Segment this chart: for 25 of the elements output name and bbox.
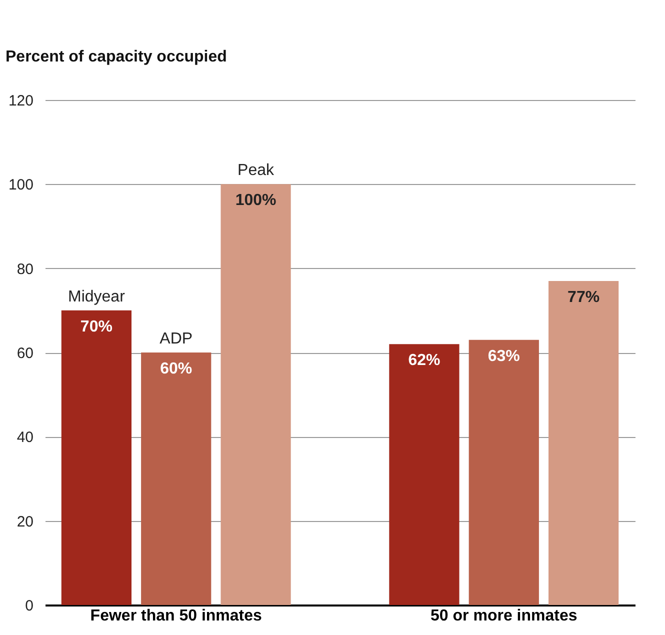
data-label: 70% — [80, 318, 112, 336]
series-label: ADP — [160, 330, 193, 348]
bar — [389, 344, 460, 605]
x-tick-label: 50 or more inmates — [430, 608, 578, 624]
bar — [468, 340, 539, 605]
series-label: Peak — [238, 162, 276, 180]
x-tick-label: Fewer than 50 inmates — [90, 608, 262, 624]
y-tick-label: 40 — [16, 429, 34, 446]
y-tick-label: 120 — [8, 92, 34, 110]
y-tick-label: 20 — [16, 513, 34, 530]
data-label: 100% — [235, 192, 276, 210]
y-tick-label: 60 — [16, 345, 34, 362]
y-axis-title: Percent of capacity occupied — [6, 48, 227, 66]
series-label: Midyear — [68, 288, 126, 306]
y-tick-label: 100 — [8, 176, 34, 194]
bar — [61, 310, 132, 605]
data-label: 60% — [160, 360, 192, 378]
bar — [141, 352, 212, 605]
data-label: 63% — [488, 348, 520, 365]
y-tick-label: 0 — [25, 598, 34, 614]
y-tick-label: 80 — [16, 260, 34, 278]
data-label: 62% — [408, 352, 440, 370]
bar — [548, 280, 619, 605]
data-label: 77% — [568, 288, 600, 306]
bar — [220, 184, 291, 605]
